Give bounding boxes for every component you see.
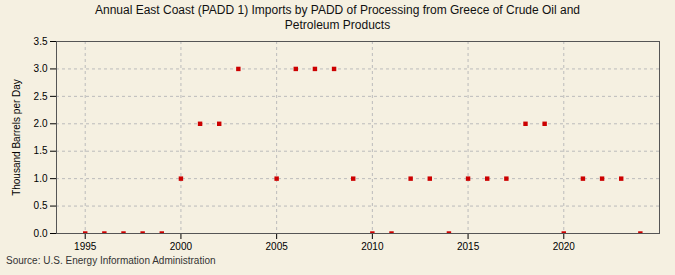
svg-text:0.0: 0.0	[34, 228, 48, 239]
html-text:Annual East Coast (PADD 1) Imp: Annual East Coast (PADD 1) Imports by PA…	[95, 3, 580, 32]
svg-text:Thousand Barrels per Day: Thousand Barrels per Day	[11, 79, 22, 196]
svg-text:2000: 2000	[170, 241, 193, 252]
svg-text:3.5: 3.5	[34, 36, 48, 47]
svg-text:2015: 2015	[457, 241, 480, 252]
svg-text:1995: 1995	[74, 241, 97, 252]
svg-text:1.0: 1.0	[34, 173, 48, 184]
svg-text:2005: 2005	[266, 241, 289, 252]
svg-text:1.5: 1.5	[34, 145, 48, 156]
html-text:Source: U.S. Energy Informatio: Source: U.S. Energy Information Administ…	[6, 255, 216, 266]
svg-text:2010: 2010	[361, 241, 384, 252]
svg-text:0.5: 0.5	[34, 200, 48, 211]
svg-text:2.5: 2.5	[34, 91, 48, 102]
svg-text:2.0: 2.0	[34, 118, 48, 129]
svg-text:3.0: 3.0	[34, 63, 48, 74]
svg-text:2020: 2020	[553, 241, 576, 252]
